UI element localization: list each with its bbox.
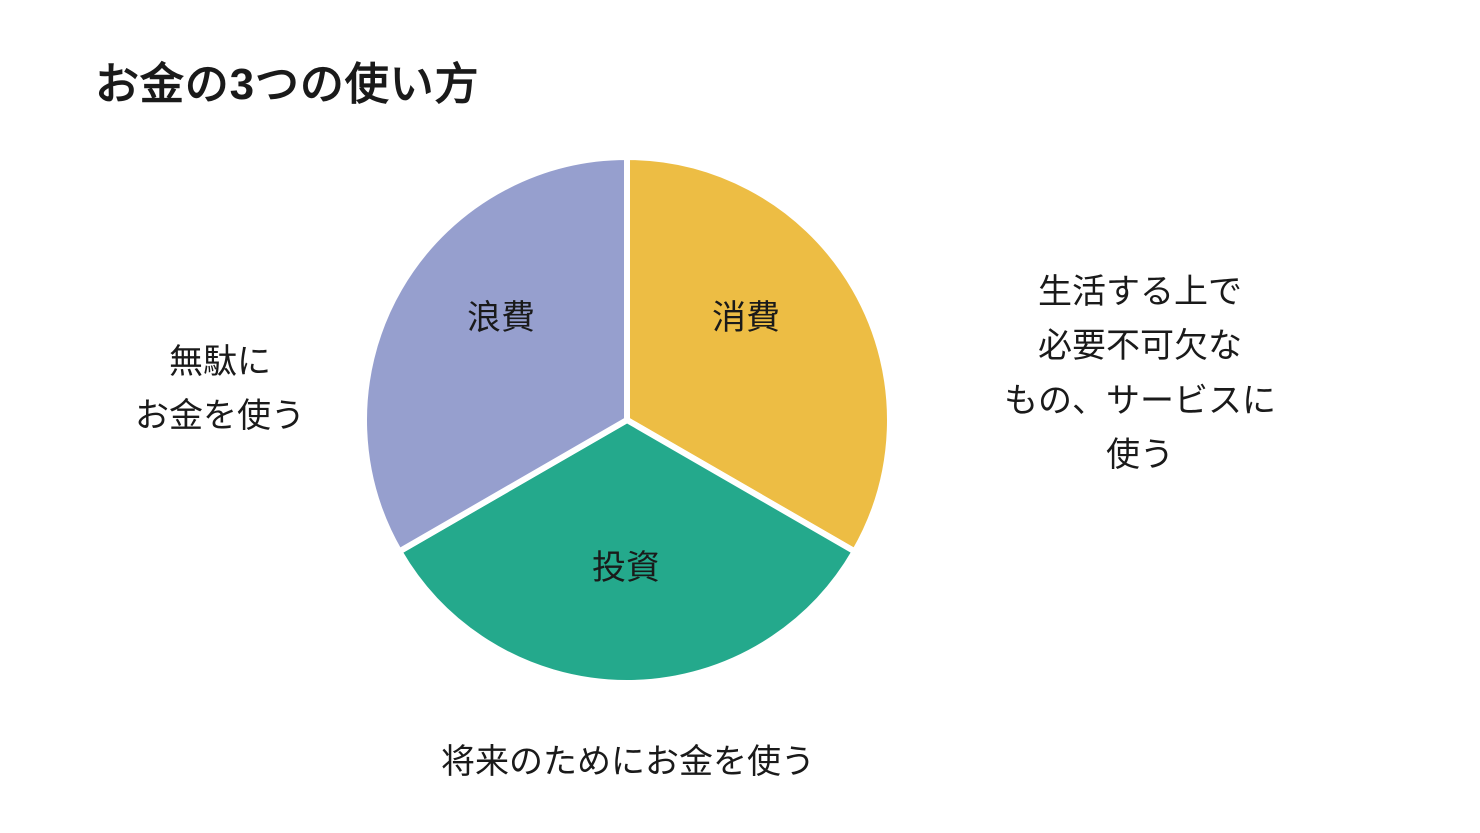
annotation-line: 必要不可欠な [950,319,1330,373]
slice-label: 浪費 [467,290,535,339]
annotation-line: 使う [950,428,1330,482]
annotation-line: もの、サービスに [950,374,1330,428]
annotation-line: 生活する上で [950,265,1330,319]
annotation-investment: 将来のためにお金を使う [378,735,878,789]
slice-label: 投資 [592,540,660,589]
slice-label: 消費 [712,290,780,339]
annotation-line: 無駄に [90,335,350,389]
pie-chart: 消費投資 浪費 [362,155,892,685]
page-title: お金の3つの使い方 [95,48,479,112]
annotation-line: お金を使う [90,389,350,443]
annotation-consumption: 生活する上で必要不可欠なもの、サービスに使う [950,265,1330,483]
pie-svg [362,155,892,685]
annotation-line: 将来のためにお金を使う [378,735,878,789]
annotation-waste: 無駄にお金を使う [90,335,350,444]
